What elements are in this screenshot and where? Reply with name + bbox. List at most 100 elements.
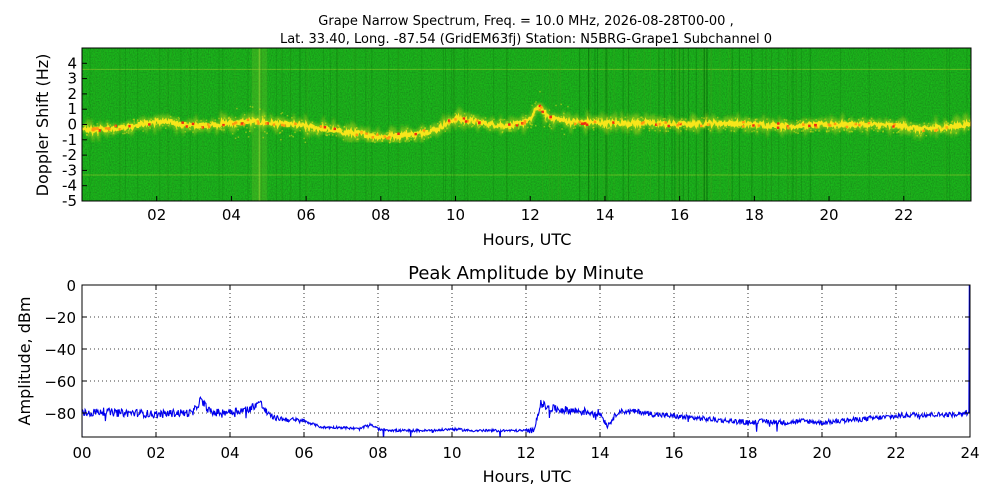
spectrogram-scatter [515,122,517,125]
spectrogram-scatter [642,117,644,120]
spectrogram-hotspot [476,119,479,122]
spectrogram-scatter [229,118,232,120]
spectrogram-hotspot [833,122,837,126]
spectrogram-scatter [423,138,426,141]
spectrogram-scatter [329,124,332,127]
spectrogram-scatter [385,132,388,134]
spectrogram-hotspot [538,104,542,108]
amplitude-y-ticks: 0 −20 −40 −60 −80 [44,277,970,423]
spectrogram-y-tick-label: 4 [67,54,77,72]
spectrogram-hotspot [508,123,511,126]
spectrogram-hotspot [945,126,949,129]
spectrogram-scatter [309,126,312,128]
amplitude-y-tick-label: −60 [44,373,76,391]
spectrogram-scatter [730,130,733,132]
spectrogram-scatter [223,117,226,119]
spectrogram-scatter [795,119,798,122]
spectrogram-scatter [149,127,151,129]
spectrogram-scatter [176,128,178,130]
spectrogram-scatter [910,122,912,124]
spectrogram-scatter [136,119,139,121]
spectrogram-scatter [150,123,153,126]
spectrogram-scatter [618,123,621,126]
amplitude-x-tick-label: 06 [294,444,313,462]
spectrogram-scatter [965,120,968,123]
spectrogram-scatter [944,123,947,126]
spectrogram-scatter [940,130,943,132]
spectrogram-scatter [733,130,736,133]
spectrogram-scatter [574,127,576,129]
spectrogram-scatter [561,128,563,130]
spectrogram-scatter [877,130,879,132]
amplitude-series-line [82,285,970,437]
spectrogram-scatter [197,126,200,129]
spectrogram-scatter [505,121,508,123]
spectrogram-scatter [603,122,606,125]
spectrogram-scatter [797,132,799,135]
spectrogram-scatter [871,127,873,130]
spectrogram-scatter [97,129,100,132]
spectrogram-scatter [810,128,812,131]
spectrogram-x-tick-label: 12 [521,206,540,224]
spectrogram-scatter [817,127,820,129]
spectrogram-scatter [851,121,853,123]
amplitude-x-tick-label: 04 [220,444,239,462]
spectrogram-scatter [253,126,256,129]
spectrogram-scatter [853,121,856,123]
spectrogram-scatter [264,131,266,133]
figure-title-line2: Lat. 33.40, Long. -87.54 (GridEM63fj) St… [280,32,772,47]
spectrogram-scatter [555,104,557,107]
spectrogram-scatter [527,126,529,129]
spectrogram-scatter [451,117,454,120]
spectrogram-scatter [660,123,662,125]
spectrogram-scatter [733,121,736,123]
spectrogram-scatter [535,101,537,103]
spectrogram-scatter [694,122,697,125]
spectrogram-scatter [857,118,860,121]
spectrogram-scatter [897,121,900,123]
spectrogram-scatter [253,119,256,121]
spectrogram-scatter [485,123,488,125]
spectrogram-y-tick-label: -3 [62,161,77,179]
spectrogram-scatter [756,130,759,133]
spectrogram-scatter [597,117,600,120]
spectrogram-scatter [920,128,923,131]
amplitude-x-tick-label: 12 [516,444,535,462]
spectrogram-scatter [133,122,136,124]
spectrogram-scatter [589,120,592,123]
spectrogram-scatter [478,126,480,129]
spectrogram-scatter [155,123,158,125]
spectrogram-hotspot [360,131,363,134]
spectrogram-scatter [311,121,314,124]
spectrogram-scatter [795,131,797,134]
spectrogram-scatter [787,125,789,128]
spectrogram-scatter [635,122,637,125]
spectrogram-scatter [802,121,805,123]
spectrogram-scatter [610,128,612,130]
spectrogram-scatter [346,131,348,133]
spectrogram-scatter [279,131,282,134]
spectrogram-hotspot [478,121,481,124]
spectrogram-scatter [410,138,412,141]
spectrogram-scatter [866,129,869,132]
spectrogram-scatter [641,116,643,119]
spectrogram-y-axis-label: Doppler Shift (Hz) [33,54,52,197]
spectrogram-scatter [656,123,659,125]
spectrogram-scatter [601,126,604,128]
spectrogram-scatter [619,124,622,126]
spectrogram-scatter [355,127,358,129]
spectrogram-hotspot [185,125,189,128]
spectrogram-hotspot [642,121,645,124]
spectrogram-scatter [388,130,391,132]
spectrogram-scatter [220,118,223,120]
spectrogram-scatter [127,123,130,126]
spectrogram-scatter [913,125,915,128]
spectrogram-scatter [654,129,656,132]
amplitude-x-tick-label: 20 [812,444,831,462]
spectrogram-scatter [130,128,133,130]
spectrogram-scatter [472,121,474,124]
spectrogram-scatter [288,135,291,137]
spectrogram-scatter [948,125,950,128]
spectrogram-scatter [259,108,261,110]
